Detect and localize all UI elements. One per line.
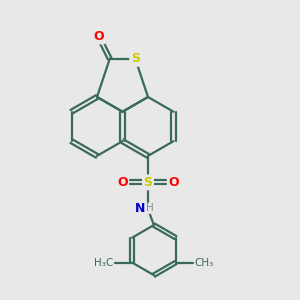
Text: S: S (131, 52, 140, 65)
Text: O: O (168, 176, 179, 189)
Text: H₃C: H₃C (94, 258, 113, 268)
Text: O: O (93, 30, 104, 43)
Text: CH₃: CH₃ (195, 258, 214, 268)
Text: S: S (143, 176, 152, 189)
Text: N: N (135, 202, 145, 215)
Text: H: H (146, 203, 154, 213)
Text: O: O (117, 176, 128, 189)
